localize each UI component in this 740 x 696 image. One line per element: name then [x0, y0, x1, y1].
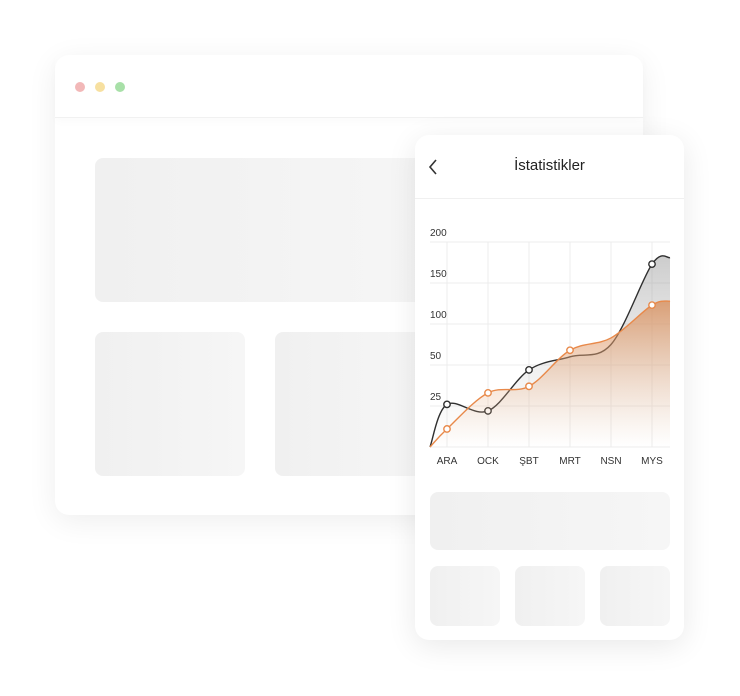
data-point [566, 346, 574, 355]
data-point [443, 425, 451, 433]
x-tick-label: OCK [477, 456, 499, 467]
phone-screen: İstatistikler 25 50 100 150 200 ARA OCK ŞBT MRT N… [415, 135, 684, 640]
placeholder-tile [600, 566, 670, 626]
series-area [430, 301, 670, 447]
data-point [525, 366, 533, 374]
y-tick-label: 200 [430, 228, 447, 239]
y-tick-label: 100 [430, 310, 447, 321]
stats-chart: 25 50 100 150 200 ARA OCK ŞBT MRT NSN MYS [429, 228, 671, 467]
y-tick-label: 25 [430, 392, 442, 403]
placeholder-bar [430, 492, 670, 550]
chevron-left-icon[interactable] [427, 157, 447, 177]
page-title: İstatistikler [514, 157, 585, 174]
placeholder-tile [430, 566, 500, 626]
x-tick-label: ARA [437, 456, 458, 467]
data-point [648, 301, 656, 310]
data-point [443, 400, 451, 409]
data-point [484, 388, 492, 397]
x-tick-label: NSN [600, 456, 621, 467]
placeholder-card [95, 332, 245, 476]
x-tick-label: ŞBT [519, 456, 538, 467]
series-line [429, 255, 671, 448]
minimize-dot[interactable] [95, 82, 105, 92]
maximize-dot[interactable] [115, 82, 125, 92]
placeholder-banner [95, 158, 435, 302]
close-dot[interactable] [75, 82, 85, 92]
phone-header: İstatistikler [415, 135, 684, 199]
title-bar [55, 55, 643, 118]
placeholder-card [275, 332, 425, 476]
data-point [648, 260, 656, 269]
data-point [525, 382, 533, 391]
y-tick-label: 150 [430, 269, 447, 280]
x-tick-label: MYS [641, 456, 663, 467]
x-tick-label: MRT [559, 456, 580, 467]
placeholder-tile [515, 566, 585, 626]
y-tick-label: 50 [430, 351, 442, 362]
